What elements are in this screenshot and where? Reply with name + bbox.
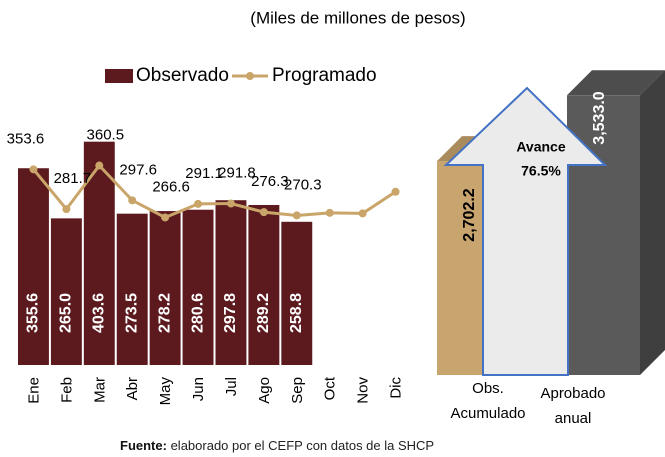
x-tick-label: Dic xyxy=(388,377,405,399)
chart-title: (Miles de millones de pesos) xyxy=(250,8,465,27)
line-value-label: 297.6 xyxy=(119,161,157,178)
line-marker xyxy=(226,199,235,208)
line-marker xyxy=(194,199,203,208)
x-tick-label: Jul xyxy=(223,377,240,396)
line-marker xyxy=(358,209,367,218)
x-tick-label: Aprobado anual xyxy=(540,385,606,427)
bar xyxy=(116,213,148,365)
bar-top xyxy=(567,70,665,96)
bar xyxy=(149,211,181,365)
x-tick-label: Feb xyxy=(58,377,75,403)
x-tick-label: May xyxy=(157,377,174,406)
bar-value-label: 273.5 xyxy=(123,293,140,333)
line-value-label: 281.7 xyxy=(54,170,92,187)
bar xyxy=(248,204,280,365)
line-marker xyxy=(95,161,104,170)
legend-swatch xyxy=(105,69,133,83)
bar-side xyxy=(640,70,665,375)
line-marker xyxy=(259,208,268,217)
bar-value-label: 2,702.2 xyxy=(461,188,478,241)
bar xyxy=(182,209,214,365)
legend-label: Programado xyxy=(272,65,377,86)
x-tick-label: Oct xyxy=(322,376,339,400)
line-value-label: 360.5 xyxy=(87,126,125,143)
line-marker xyxy=(29,165,38,174)
source: Fuente: elaborado por el CEFP con datos … xyxy=(120,438,434,453)
x-tick-label: Jun xyxy=(190,377,207,401)
bar-value-label: 258.8 xyxy=(288,293,305,333)
line-marker xyxy=(325,208,334,217)
bar-value-label: 289.2 xyxy=(255,293,272,333)
line-marker xyxy=(128,196,137,205)
line-value-label: 266.6 xyxy=(152,178,190,195)
bar-value-label: 355.6 xyxy=(25,293,42,333)
x-tick-label: Ene xyxy=(25,377,42,404)
line-marker xyxy=(391,187,400,196)
line-marker xyxy=(62,205,71,214)
annotation-value: 76.5% xyxy=(521,163,561,179)
bar xyxy=(215,200,247,365)
line-value-label: 270.3 xyxy=(284,176,322,193)
legend-label: Observado xyxy=(136,65,229,86)
annotation-title: Avance xyxy=(516,139,566,155)
bar xyxy=(18,168,49,365)
line xyxy=(32,163,397,220)
line-marker xyxy=(161,213,170,222)
x-tick-label: Ago xyxy=(256,377,273,404)
x-tick-label: Obs. Acumulado xyxy=(450,380,526,422)
line-value-label: 276.3 xyxy=(251,173,289,190)
bar xyxy=(281,221,313,365)
x-tick-label: Abr xyxy=(124,377,141,400)
line-marker xyxy=(292,211,301,220)
line-value-label: 353.6 xyxy=(7,130,45,147)
x-tick-label: Sep xyxy=(289,377,306,404)
bar-value-label: 265.0 xyxy=(58,293,75,333)
x-tick-label: Nov xyxy=(355,377,372,404)
x-tick-label: Mar xyxy=(91,377,108,403)
bar-value-label: 403.6 xyxy=(91,293,108,333)
bar-value-label: 3,533.0 xyxy=(591,91,608,144)
progress-arrow xyxy=(443,86,608,376)
bar-value-label: 280.6 xyxy=(189,293,206,333)
line-value-label: 291.8 xyxy=(218,165,256,182)
bar-value-label: 278.2 xyxy=(156,293,173,333)
source-label: Fuente: xyxy=(120,438,167,453)
legend-marker xyxy=(246,72,254,80)
bar xyxy=(50,218,82,365)
line-value-label: 291.1 xyxy=(185,165,223,182)
bar-value-label: 297.8 xyxy=(222,293,239,333)
source-text: elaborado por el CEFP con datos de la SH… xyxy=(170,438,435,453)
